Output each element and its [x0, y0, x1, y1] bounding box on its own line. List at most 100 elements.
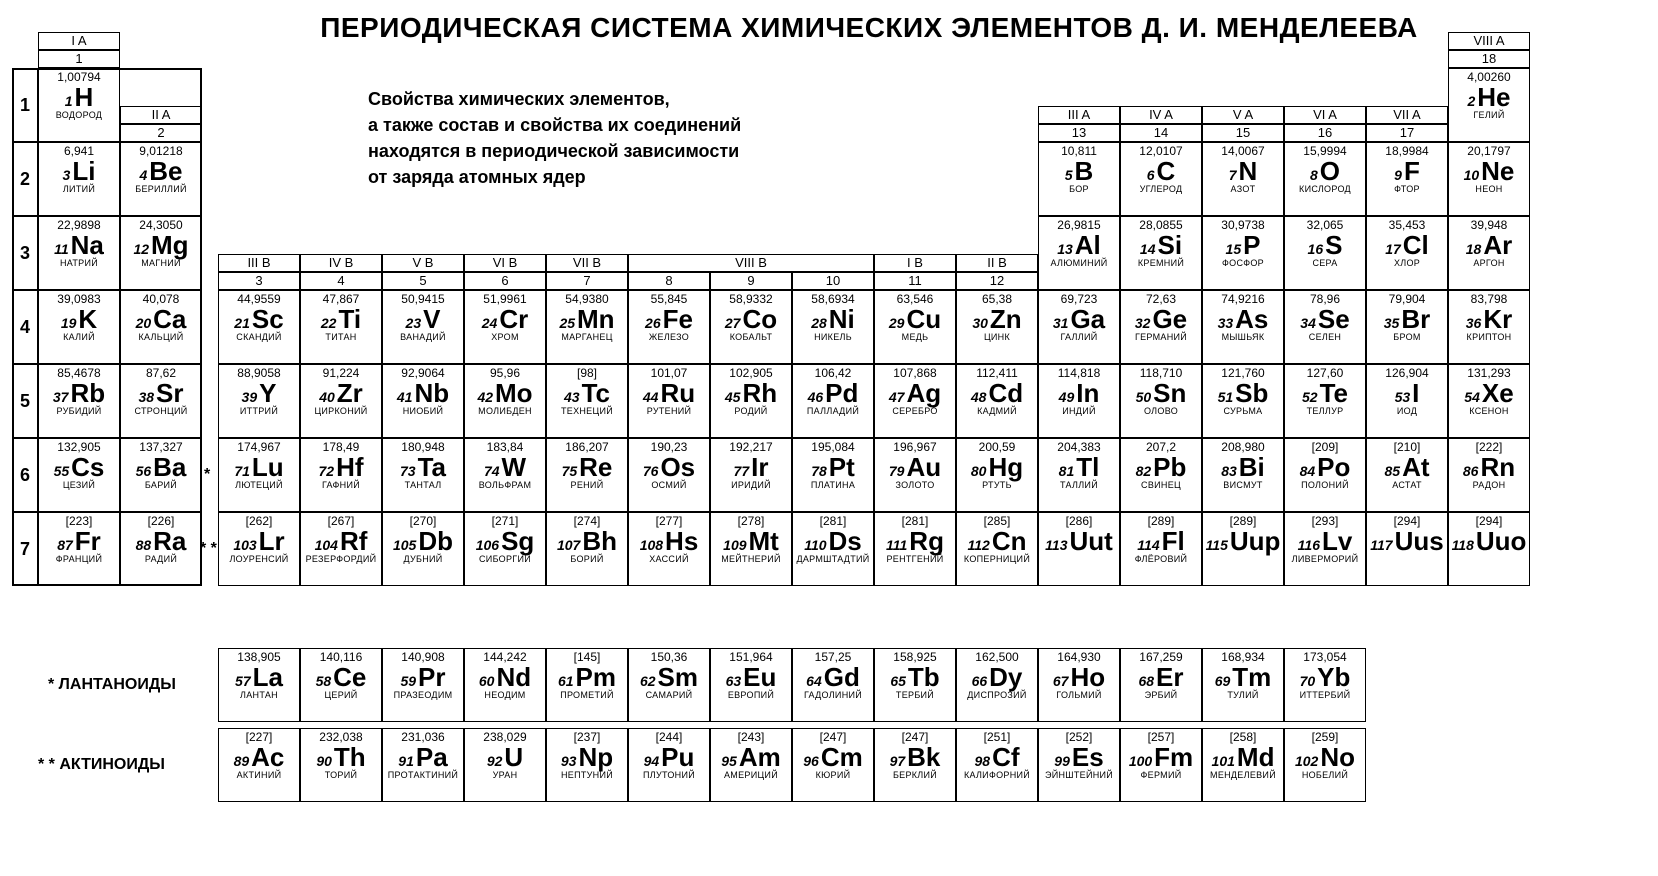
element-cell: [277]108HsХАССИЙ: [628, 512, 710, 586]
atomic-number: 26: [645, 315, 661, 331]
group-family-header: VII B: [546, 254, 628, 272]
element-symbol: I: [1412, 380, 1419, 406]
element-name: ЛОУРЕНСИЙ: [219, 554, 299, 564]
element-symbol: Hg: [988, 454, 1023, 480]
element-name: ВАНАДИЙ: [383, 332, 463, 342]
symbol-row: 36Kr: [1449, 306, 1529, 332]
atomic-number: 108: [640, 537, 663, 553]
element-name: ГАЛЛИЙ: [1039, 332, 1119, 342]
group-number-header: 17: [1366, 124, 1448, 142]
symbol-row: 58Ce: [301, 664, 381, 690]
element-cell: 208,98083BiВИСМУТ: [1202, 438, 1284, 512]
element-cell: 157,2564GdГАДОЛИНИЙ: [792, 648, 874, 722]
atomic-number: 48: [971, 389, 987, 405]
element-cell: [285]112CnКОПЕРНИЦИЙ: [956, 512, 1038, 586]
atomic-number: 78: [811, 463, 827, 479]
element-symbol: Bi: [1239, 454, 1265, 480]
element-name: ГЕРМАНИЙ: [1121, 332, 1201, 342]
symbol-row: 82Pb: [1121, 454, 1201, 480]
period-number: 6: [12, 438, 38, 512]
symbol-row: 114Fl: [1121, 528, 1201, 554]
element-cell: [210]85AtАСТАТ: [1366, 438, 1448, 512]
element-cell: 196,96779AuЗОЛОТО: [874, 438, 956, 512]
element-cell: 15,99948OКИСЛОРОД: [1284, 142, 1366, 216]
symbol-row: 61Pm: [547, 664, 627, 690]
element-name: СТРОНЦИЙ: [121, 406, 201, 416]
element-symbol: Rg: [909, 528, 944, 554]
group-family-header: I A: [38, 32, 120, 50]
element-symbol: Pt: [829, 454, 855, 480]
period-number: 5: [12, 364, 38, 438]
symbol-row: 28Ni: [793, 306, 873, 332]
element-symbol: Mg: [151, 232, 189, 258]
symbol-row: 55Cs: [39, 454, 119, 480]
atomic-number: 15: [1226, 241, 1242, 257]
element-name: СКАНДИЙ: [219, 332, 299, 342]
element-cell: 138,90557LaЛАНТАН: [218, 648, 300, 722]
symbol-row: 75Re: [547, 454, 627, 480]
atomic-number: 98: [974, 753, 990, 769]
element-cell: 20,179710NeНЕОН: [1448, 142, 1530, 216]
element-name: МЕНДЕЛЕВИЙ: [1203, 770, 1283, 780]
element-symbol: No: [1320, 744, 1355, 770]
element-symbol: Ar: [1483, 232, 1512, 258]
element-cell: 121,76051SbСУРЬМА: [1202, 364, 1284, 438]
element-name: РУТЕНИЙ: [629, 406, 709, 416]
element-name: ФЛЁРОВИЙ: [1121, 554, 1201, 564]
element-name: НЕОН: [1449, 184, 1529, 194]
symbol-row: 94Pu: [629, 744, 709, 770]
atomic-number: 17: [1385, 241, 1401, 257]
element-symbol: O: [1320, 158, 1340, 184]
group-number-header: 13: [1038, 124, 1120, 142]
atomic-number: 21: [234, 315, 250, 331]
element-cell: 140,90859PrПРАЗЕОДИМ: [382, 648, 464, 722]
element-symbol: P: [1243, 232, 1260, 258]
atomic-number: 91: [398, 753, 414, 769]
element-name: АСТАТ: [1367, 480, 1447, 490]
atomic-number: 51: [1218, 389, 1234, 405]
symbol-row: 3Li: [39, 158, 119, 184]
element-cell: 14,00677NАЗОТ: [1202, 142, 1284, 216]
atomic-number: 42: [477, 389, 493, 405]
symbol-row: 40Zr: [301, 380, 381, 406]
atomic-number: 28: [811, 315, 827, 331]
element-cell: 28,085514SiКРЕМНИЙ: [1120, 216, 1202, 290]
element-name: ИРИДИЙ: [711, 480, 791, 490]
element-symbol: Bk: [907, 744, 940, 770]
atomic-number: 79: [889, 463, 905, 479]
element-symbol: Tb: [908, 664, 940, 690]
element-name: РОДИЙ: [711, 406, 791, 416]
symbol-row: 17Cl: [1367, 232, 1447, 258]
symbol-row: 5B: [1039, 158, 1119, 184]
element-symbol: Rn: [1480, 454, 1515, 480]
element-cell: 87,6238SrСТРОНЦИЙ: [120, 364, 202, 438]
symbol-row: 64Gd: [793, 664, 873, 690]
element-symbol: Tc: [582, 380, 610, 406]
atomic-number: 75: [562, 463, 578, 479]
group-number-header: 18: [1448, 50, 1530, 68]
atomic-number: 11: [54, 241, 69, 257]
element-cell: 47,86722TiТИТАН: [300, 290, 382, 364]
element-name: СУРЬМА: [1203, 406, 1283, 416]
element-symbol: Tm: [1232, 664, 1271, 690]
element-name: КРИПТОН: [1449, 332, 1529, 342]
atomic-number: 55: [54, 463, 70, 479]
atomic-number: 23: [406, 315, 422, 331]
element-cell: 58,933227CoКОБАЛЬТ: [710, 290, 792, 364]
element-cell: 6,9413LiЛИТИЙ: [38, 142, 120, 216]
element-name: КСЕНОН: [1449, 406, 1529, 416]
element-symbol: S: [1325, 232, 1342, 258]
group-number-header: 2: [120, 124, 202, 142]
element-symbol: Ga: [1070, 306, 1105, 332]
element-name: НАТРИЙ: [39, 258, 119, 268]
symbol-row: 70Yb: [1285, 664, 1365, 690]
element-symbol: Cm: [821, 744, 863, 770]
atomic-number: 77: [734, 463, 750, 479]
element-symbol: Sc: [252, 306, 284, 332]
symbol-row: 8O: [1285, 158, 1365, 184]
atomic-number: 100: [1129, 753, 1152, 769]
symbol-row: 101Md: [1203, 744, 1283, 770]
page-title: ПЕРИОДИЧЕСКАЯ СИСТЕМА ХИМИЧЕСКИХ ЭЛЕМЕНТ…: [208, 12, 1530, 44]
symbol-row: 4Be: [121, 158, 201, 184]
element-name: ИНДИЙ: [1039, 406, 1119, 416]
